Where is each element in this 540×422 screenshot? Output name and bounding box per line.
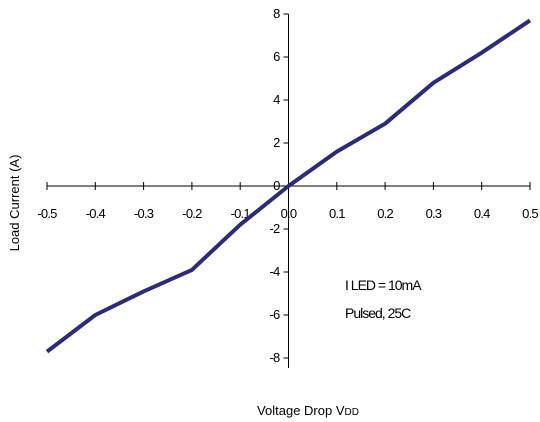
y-tick-label: -6 (270, 307, 281, 322)
y-tick-label: -4 (270, 264, 281, 279)
y-tick-label: -2 (270, 221, 281, 236)
y-tick-label: 6 (273, 49, 280, 64)
y-tick-label: 2 (273, 135, 280, 150)
x-axis-title: Voltage Drop VDD (257, 403, 359, 418)
x-axis: -0.5 -0.4 -0.3 -0.2 -0.1 0.0 0.1 0.2 0.3 0.4 0.5 (37, 182, 539, 221)
y-axis-title: Load Current (A) (7, 155, 22, 252)
x-tick-label: -0.1 (231, 206, 251, 221)
y-axis: 8 6 4 2 0 -2 -4 -6 -8 (270, 6, 289, 368)
x-ticks: -0.5 -0.4 -0.3 -0.2 -0.1 0.0 0.1 0.2 0.3 0.4 0.5 (37, 182, 539, 221)
series-layer (45, 18, 532, 354)
y-tick-label: 4 (273, 92, 280, 107)
annotation-pulsed: Pulsed, 25C (345, 305, 411, 321)
x-tick-label: 0.3 (426, 206, 442, 221)
y-tick-label: 0 (273, 178, 280, 193)
x-tick-label: -0.4 (86, 206, 106, 221)
x-tick-label: 0.5 (522, 206, 538, 221)
y-tick-label: -8 (270, 350, 281, 365)
annotation-iled: I LED = 10mA (345, 277, 422, 293)
x-tick-label: -0.2 (182, 206, 202, 221)
x-axis-title-subscript: DD (345, 407, 359, 418)
x-axis-title-main: Voltage Drop V (257, 403, 345, 418)
x-tick-label: 0.2 (377, 206, 393, 221)
x-tick-label: 0.0 (281, 206, 297, 221)
x-tick-label: -0.3 (134, 206, 154, 221)
x-tick-label: 0.4 (474, 206, 490, 221)
x-tick-label: 0.1 (329, 206, 345, 221)
y-ticks: 8 6 4 2 0 -2 -4 -6 -8 (270, 6, 289, 365)
y-tick-label: 8 (273, 6, 280, 21)
x-tick-label: -0.5 (37, 206, 57, 221)
series-line (45, 18, 532, 354)
